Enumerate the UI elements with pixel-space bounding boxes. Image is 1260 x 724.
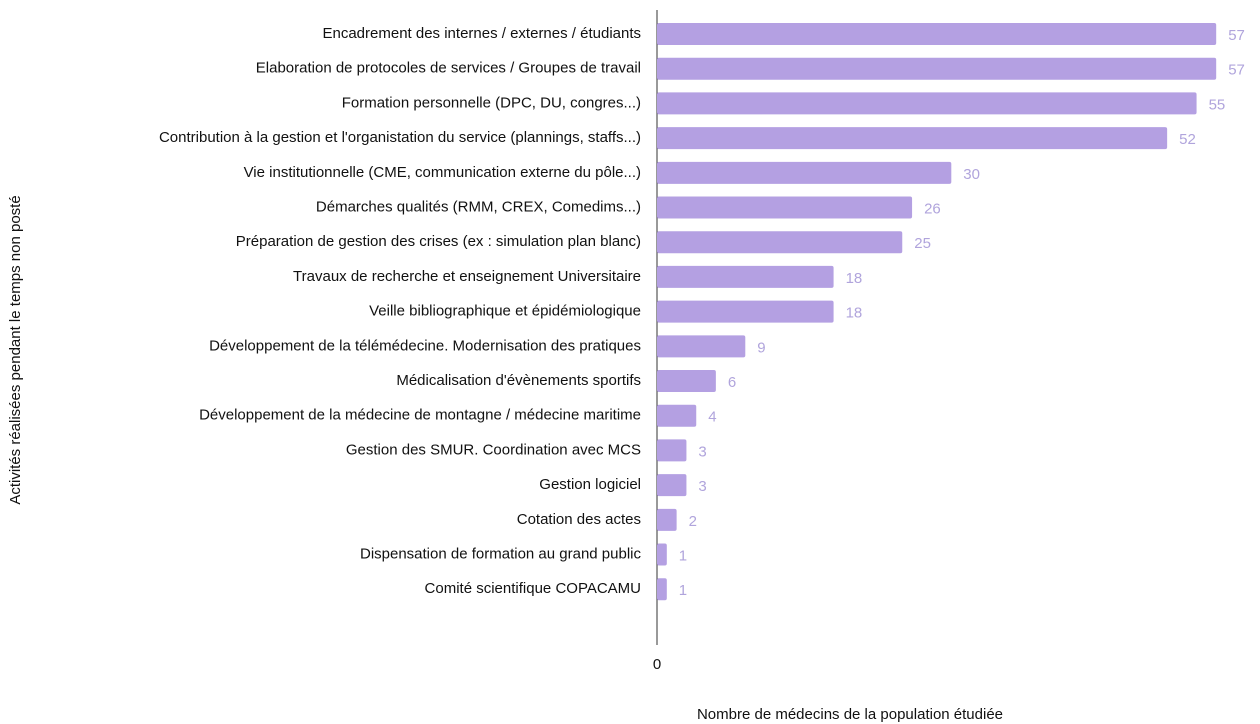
y-tick-label: Comité scientifique COPACAMU: [425, 580, 641, 597]
data-label: 9: [757, 339, 765, 356]
bar: [657, 127, 1168, 150]
y-axis-label: Activités réalisées pendant le temps non…: [7, 195, 24, 504]
bar: [657, 404, 697, 427]
data-label: 2: [689, 513, 697, 530]
y-tick-label: Dispensation de formation au grand publi…: [360, 546, 642, 563]
bar: [657, 300, 834, 323]
y-tick-label: Elaboration de protocoles de services / …: [256, 60, 641, 77]
bar: [657, 474, 687, 497]
y-tick-label: Gestion logiciel: [539, 476, 641, 493]
data-label: 1: [679, 582, 687, 599]
y-tick-label: Formation personnelle (DPC, DU, congres.…: [342, 94, 641, 111]
data-label: 26: [924, 200, 941, 217]
bar: [657, 508, 677, 531]
y-tick-label: Gestion des SMUR. Coordination avec MCS: [346, 441, 641, 458]
data-label: 3: [698, 478, 706, 495]
y-tick-label: Médicalisation d'évènements sportifs: [396, 372, 641, 389]
y-tick-label: Veille bibliographique et épidémiologiqu…: [369, 303, 641, 320]
y-tick-label: Vie institutionnelle (CME, communication…: [244, 164, 641, 181]
bar: [657, 335, 746, 358]
x-tick-label: 0: [653, 656, 661, 673]
data-label: 57: [1228, 27, 1245, 44]
data-label: 57: [1228, 62, 1245, 79]
data-label: 30: [963, 166, 980, 183]
data-label: 55: [1209, 96, 1226, 113]
data-label: 52: [1179, 131, 1196, 148]
y-tick-label: Préparation de gestion des crises (ex : …: [236, 233, 641, 250]
bar: [657, 92, 1197, 115]
bar: [657, 23, 1217, 46]
bar: [657, 265, 834, 288]
bar: [657, 57, 1217, 80]
data-label: 25: [914, 235, 931, 252]
bar: [657, 439, 687, 462]
bar: [657, 161, 952, 184]
y-tick-label: Travaux de recherche et enseignement Uni…: [293, 268, 641, 285]
data-label: 6: [728, 374, 736, 391]
y-tick-label: Démarches qualités (RMM, CREX, Comedims.…: [316, 198, 641, 215]
y-tick-label: Encadrement des internes / externes / ét…: [322, 25, 641, 42]
data-label: 1: [679, 548, 687, 565]
data-label: 18: [846, 270, 863, 287]
data-label: 3: [698, 443, 706, 460]
y-tick-label: Cotation des actes: [517, 511, 641, 528]
data-label: 18: [846, 305, 863, 322]
data-label: 4: [708, 409, 716, 426]
x-axis-label: Nombre de médecins de la population étud…: [697, 706, 1003, 723]
bar: [657, 196, 913, 219]
y-tick-label: Développement de la télémédecine. Modern…: [209, 337, 641, 354]
bar: [657, 543, 667, 566]
bar: [657, 370, 716, 393]
y-tick-label: Développement de la médecine de montagne…: [199, 407, 641, 424]
bar: [657, 231, 903, 254]
y-tick-label: Contribution à la gestion et l'organista…: [159, 129, 641, 146]
bar: [657, 578, 667, 601]
